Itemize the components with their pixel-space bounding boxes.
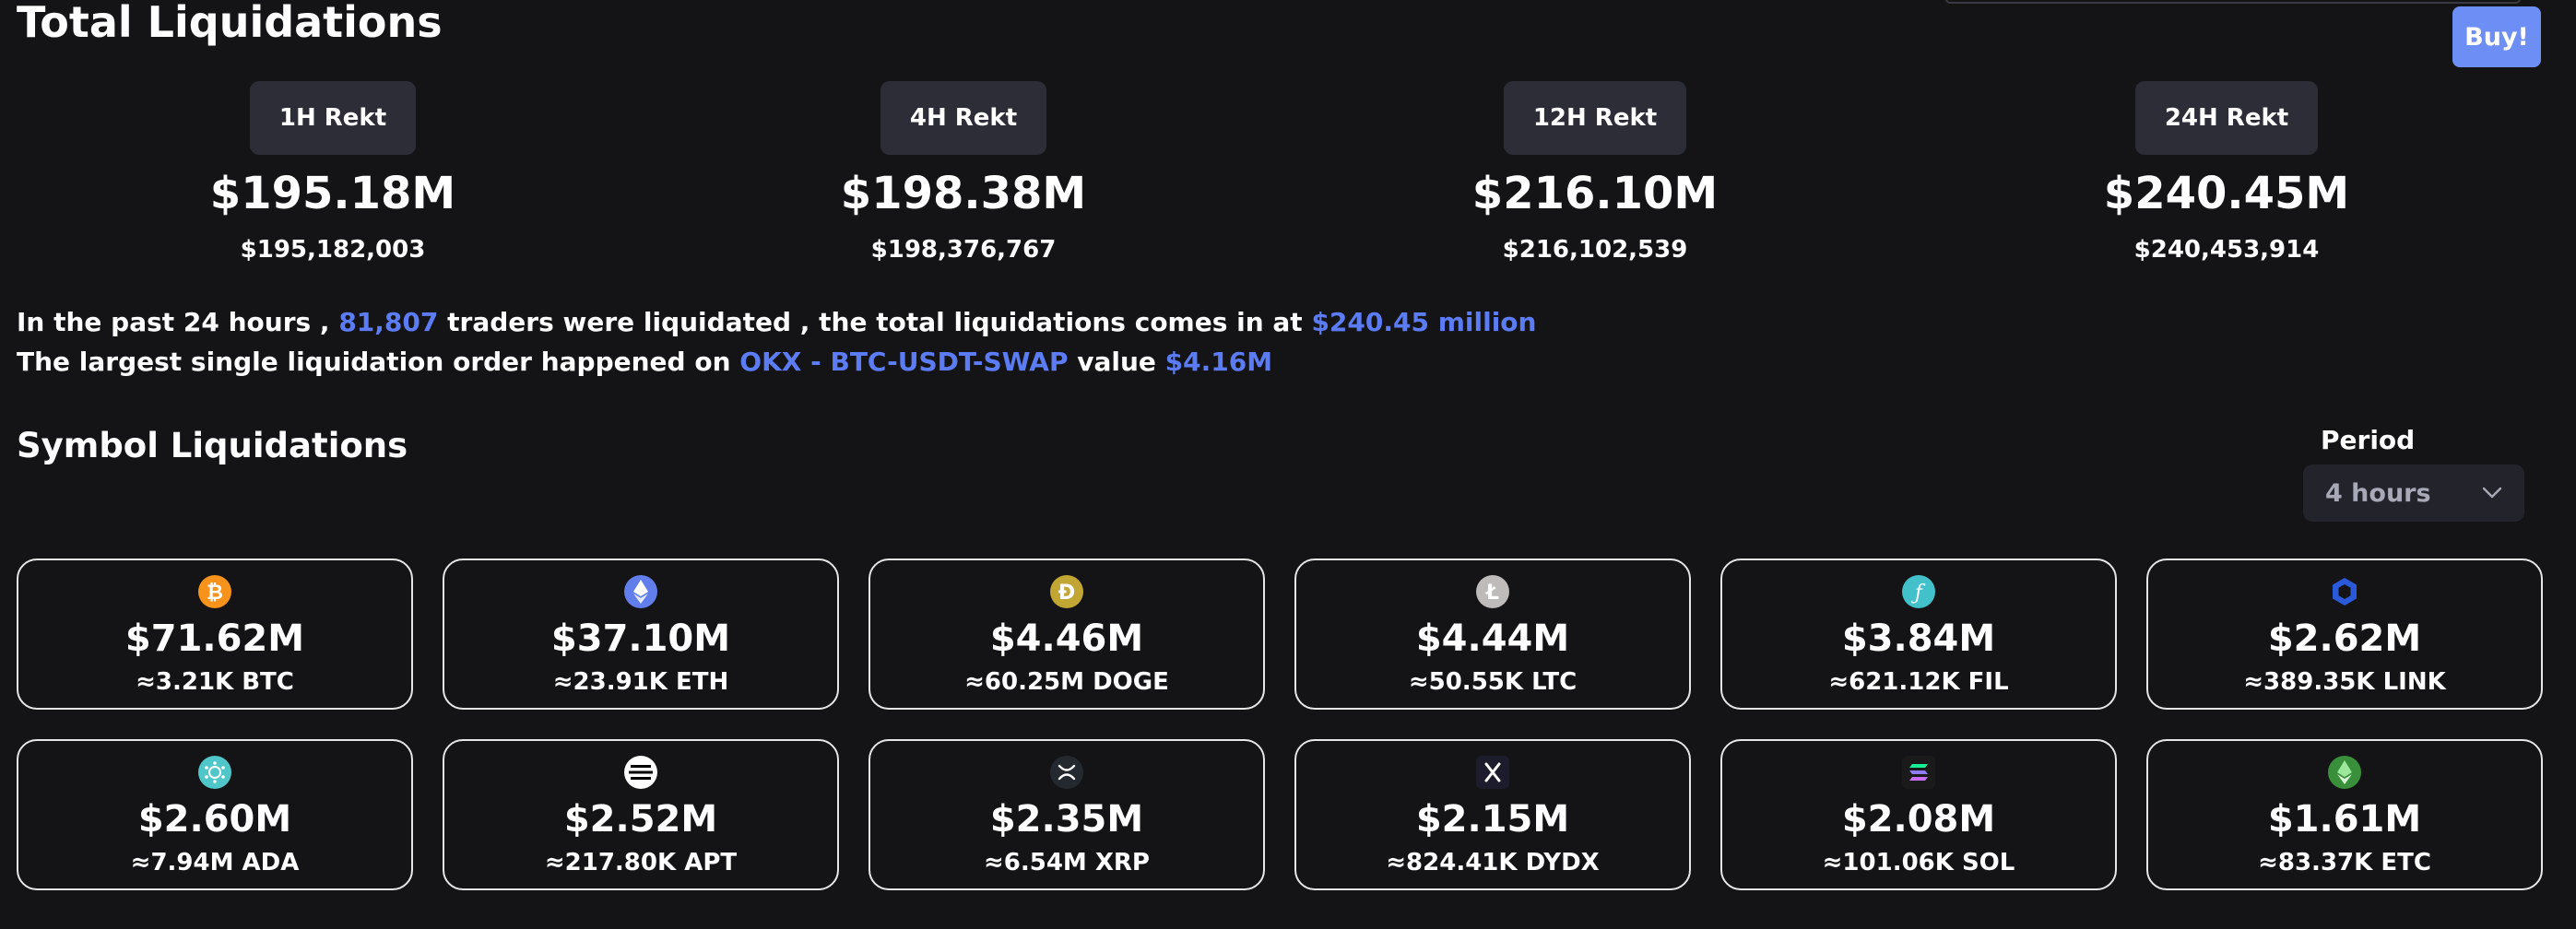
period-select[interactable]: 4 hours	[2303, 464, 2524, 522]
chevron-down-icon	[2482, 487, 2502, 499]
rekt-12h: 12H Rekt $216.10M $216,102,539	[1429, 81, 1761, 264]
card-value: $2.62M	[2267, 617, 2422, 660]
symbol-card-btc[interactable]: ₿ $71.62M ≈3.21K BTC	[17, 559, 413, 710]
card-amount: ≈6.54M XRP	[984, 849, 1150, 876]
aptos-icon	[624, 756, 657, 789]
rekt-short-value: $195.18M	[209, 168, 456, 219]
bitcoin-icon: ₿	[198, 575, 231, 608]
card-value: $2.60M	[137, 798, 292, 841]
chainlink-icon	[2328, 575, 2361, 608]
summary-text: The largest single liquidation order hap…	[17, 347, 740, 377]
card-value: $2.35M	[989, 798, 1144, 841]
symbol-card-dydx[interactable]: $2.15M ≈824.41K DYDX	[1294, 739, 1691, 890]
summary-line-largest: The largest single liquidation order hap…	[17, 344, 1272, 381]
card-value: $2.15M	[1415, 798, 1570, 841]
cardano-icon	[198, 756, 231, 789]
card-value: $4.44M	[1415, 617, 1570, 660]
rekt-full-value: $198,376,767	[870, 236, 1057, 264]
card-amount: ≈23.91K ETH	[552, 668, 729, 696]
svg-text:Ł: Ł	[1485, 582, 1499, 605]
summary-text: value	[1068, 347, 1165, 377]
svg-text:ƒ: ƒ	[1910, 582, 1926, 605]
symbol-card-etc[interactable]: $1.61M ≈83.37K ETC	[2146, 739, 2543, 890]
symbol-card-sol[interactable]: $2.08M ≈101.06K SOL	[1720, 739, 2117, 890]
rekt-full-value: $195,182,003	[240, 236, 426, 264]
litecoin-icon: Ł	[1476, 575, 1509, 608]
summary-line-traders: In the past 24 hours , 81,807 traders we…	[17, 304, 1536, 341]
rekt-short-value: $216.10M	[1471, 168, 1719, 219]
symbol-card-ltc[interactable]: Ł $4.44M ≈50.55K LTC	[1294, 559, 1691, 710]
rekt-badge[interactable]: 24H Rekt	[2134, 81, 2319, 155]
ethereum-icon	[624, 575, 657, 608]
card-amount: ≈389.35K LINK	[2243, 668, 2446, 696]
symbol-card-link[interactable]: $2.62M ≈389.35K LINK	[2146, 559, 2543, 710]
largest-order-link[interactable]: OKX - BTC-USDT-SWAP	[739, 347, 1069, 377]
rekt-short-value: $240.45M	[2103, 168, 2350, 219]
solana-icon	[1902, 756, 1935, 789]
rekt-4h: 4H Rekt $198.38M $198,376,767	[798, 81, 1129, 264]
card-value: $37.10M	[550, 617, 731, 660]
dydx-icon	[1476, 756, 1509, 789]
page-title: Total Liquidations	[17, 0, 443, 47]
search-bar-edge	[1945, 0, 2521, 4]
symbol-card-xrp[interactable]: $2.35M ≈6.54M XRP	[869, 739, 1265, 890]
card-amount: ≈621.12K FIL	[1828, 668, 2009, 696]
total-liquidations-value: $240.45 million	[1311, 307, 1537, 337]
summary-text: In the past 24 hours ,	[17, 307, 339, 337]
card-value: $2.52M	[563, 798, 718, 841]
card-amount: ≈101.06K SOL	[1822, 849, 2015, 876]
rekt-24h: 24H Rekt $240.45M $240,453,914	[2061, 81, 2393, 264]
rekt-short-value: $198.38M	[840, 168, 1087, 219]
card-value: $71.62M	[124, 617, 305, 660]
symbol-card-fil[interactable]: ƒ $3.84M ≈621.12K FIL	[1720, 559, 2117, 710]
period-label: Period	[2321, 425, 2416, 455]
xrp-icon	[1050, 756, 1083, 789]
card-amount: ≈217.80K APT	[544, 849, 738, 876]
card-value: $1.61M	[2267, 798, 2422, 841]
symbol-card-doge[interactable]: Đ $4.46M ≈60.25M DOGE	[869, 559, 1265, 710]
period-value: 4 hours	[2325, 478, 2431, 508]
svg-text:Đ: Đ	[1058, 582, 1075, 605]
card-amount: ≈7.94M ADA	[130, 849, 300, 876]
traders-count: 81,807	[338, 307, 439, 337]
card-value: $3.84M	[1841, 617, 1996, 660]
card-amount: ≈50.55K LTC	[1408, 668, 1578, 696]
svg-text:₿: ₿	[207, 582, 223, 605]
rekt-badge[interactable]: 4H Rekt	[880, 81, 1047, 155]
rekt-badge[interactable]: 12H Rekt	[1503, 81, 1687, 155]
symbol-card-eth[interactable]: $37.10M ≈23.91K ETH	[443, 559, 839, 710]
card-amount: ≈60.25M DOGE	[964, 668, 1169, 696]
rekt-1h: 1H Rekt $195.18M $195,182,003	[167, 81, 499, 264]
dogecoin-icon: Đ	[1050, 575, 1083, 608]
card-value: $2.08M	[1841, 798, 1996, 841]
ethereum-classic-icon	[2328, 756, 2361, 789]
section-title: Symbol Liquidations	[17, 426, 408, 465]
summary-text: traders were liquidated , the total liqu…	[438, 307, 1312, 337]
symbol-card-ada[interactable]: $2.60M ≈7.94M ADA	[17, 739, 413, 890]
card-amount: ≈824.41K DYDX	[1386, 849, 1600, 876]
symbol-card-grid: ₿ $71.62M ≈3.21K BTC $37.10M ≈23.91K ETH…	[17, 559, 2543, 890]
rekt-badge[interactable]: 1H Rekt	[249, 81, 417, 155]
rekt-full-value: $240,453,914	[2133, 236, 2320, 264]
card-amount: ≈83.37K ETC	[2258, 849, 2431, 876]
buy-button[interactable]: Buy!	[2452, 6, 2541, 67]
largest-order-value: $4.16M	[1164, 347, 1273, 377]
card-amount: ≈3.21K BTC	[136, 668, 294, 696]
card-value: $4.46M	[989, 617, 1144, 660]
rekt-full-value: $216,102,539	[1502, 236, 1688, 264]
filecoin-icon: ƒ	[1902, 575, 1935, 608]
symbol-card-apt[interactable]: $2.52M ≈217.80K APT	[443, 739, 839, 890]
